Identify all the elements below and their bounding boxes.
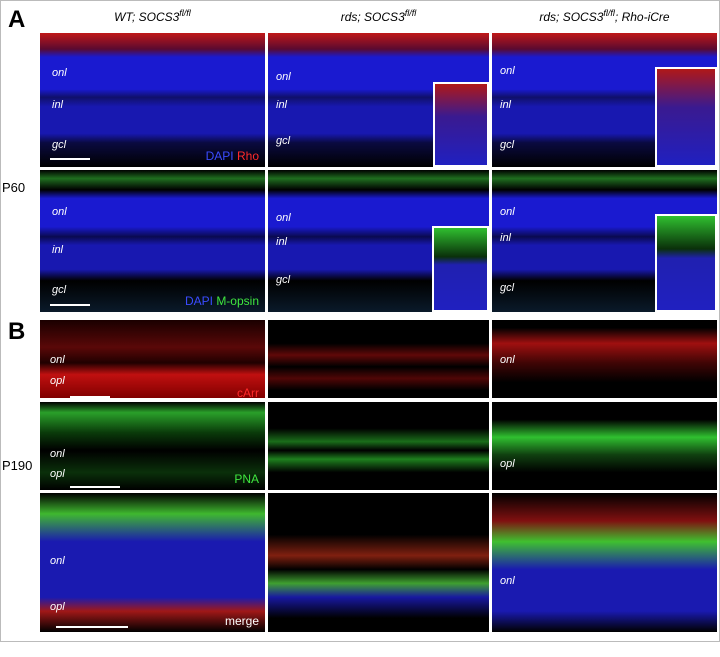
layer-label: gcl — [276, 135, 291, 147]
inset — [433, 82, 489, 167]
scale-bar — [50, 304, 90, 306]
layer-label: onl — [500, 65, 515, 77]
layer-label: gcl — [500, 139, 515, 151]
micrograph: onl — [492, 493, 717, 632]
layer-label: onl — [500, 575, 515, 587]
header-sup: fl/fl — [404, 8, 417, 18]
header-text: rds; SOCS3 — [539, 10, 604, 24]
column-header: WT; SOCS3fl/fl — [40, 8, 265, 24]
layer-label: gcl — [500, 282, 515, 294]
header-text: rds; SOCS3 — [340, 10, 405, 24]
stain-label: DAPI M-opsin — [185, 294, 259, 308]
layer-label: onl — [50, 555, 65, 567]
layer-label: opl — [50, 468, 65, 480]
scale-bar — [50, 158, 90, 160]
layer-label: onl — [500, 206, 515, 218]
layer-label: inl — [500, 232, 512, 244]
panel-label: B — [8, 318, 26, 345]
micrograph: onl inl gcl — [492, 33, 717, 167]
micrograph: onl inl gcl — [268, 33, 489, 167]
layer-label: gcl — [52, 139, 67, 151]
layer-label: inl — [276, 99, 288, 111]
stain-label: DAPI Rho — [206, 149, 259, 163]
stain: DAPI — [205, 149, 234, 163]
micrograph: onl opl cArr — [40, 320, 265, 398]
layer-label: onl — [50, 448, 65, 460]
header-sup: fl/fl — [603, 8, 615, 18]
row-label: P190 — [2, 458, 33, 473]
stain: M-opsin — [216, 294, 259, 308]
header-text: WT; SOCS3 — [114, 10, 180, 24]
scale-bar — [70, 396, 110, 398]
layer-label: onl — [50, 354, 65, 366]
micrograph: opl — [492, 402, 717, 490]
inset — [655, 67, 717, 167]
micrograph: onl opl merge — [40, 493, 265, 632]
layer-label: onl — [52, 67, 67, 79]
inset — [432, 226, 489, 312]
stain-label: cArr — [237, 386, 259, 398]
inset — [655, 214, 717, 312]
micrograph: onl opl PNA — [40, 402, 265, 490]
layer-label: inl — [52, 99, 64, 111]
micrograph — [268, 320, 489, 398]
row-label: P60 — [2, 180, 26, 195]
micrograph: onl inl gcl DAPI Rho — [40, 33, 265, 167]
layer-label: onl — [276, 71, 291, 83]
scale-bar — [56, 626, 128, 628]
layer-label: gcl — [52, 284, 67, 296]
panel-label: A — [8, 6, 26, 33]
stain-label: merge — [224, 614, 259, 628]
layer-label: opl — [50, 601, 65, 613]
micrograph — [268, 402, 489, 490]
layer-label: onl — [52, 206, 67, 218]
layer-label: opl — [500, 458, 515, 470]
micrograph: onl — [492, 320, 717, 398]
scale-bar — [70, 486, 120, 488]
micrograph — [268, 493, 489, 632]
stain-label: PNA — [234, 472, 259, 486]
column-header: rds; SOCS3fl/fl — [268, 8, 489, 24]
stain: DAPI — [184, 294, 213, 308]
layer-label: inl — [500, 99, 512, 111]
layer-label: inl — [276, 236, 288, 248]
layer-label: inl — [52, 244, 64, 256]
header-sup: fl/fl — [179, 8, 191, 18]
layer-label: gcl — [276, 274, 291, 286]
micrograph: onl inl gcl DAPI M-opsin — [40, 170, 265, 312]
layer-label: onl — [500, 354, 515, 366]
column-header: rds; SOCS3fl/fl; Rho-iCre — [492, 8, 717, 24]
micrograph: onl inl gcl — [492, 170, 717, 312]
header-suffix: ; Rho-iCre — [614, 10, 670, 24]
layer-label: opl — [50, 375, 65, 387]
layer-label: onl — [276, 212, 291, 224]
stain: Rho — [236, 149, 259, 163]
micrograph: onl inl gcl — [268, 170, 489, 312]
